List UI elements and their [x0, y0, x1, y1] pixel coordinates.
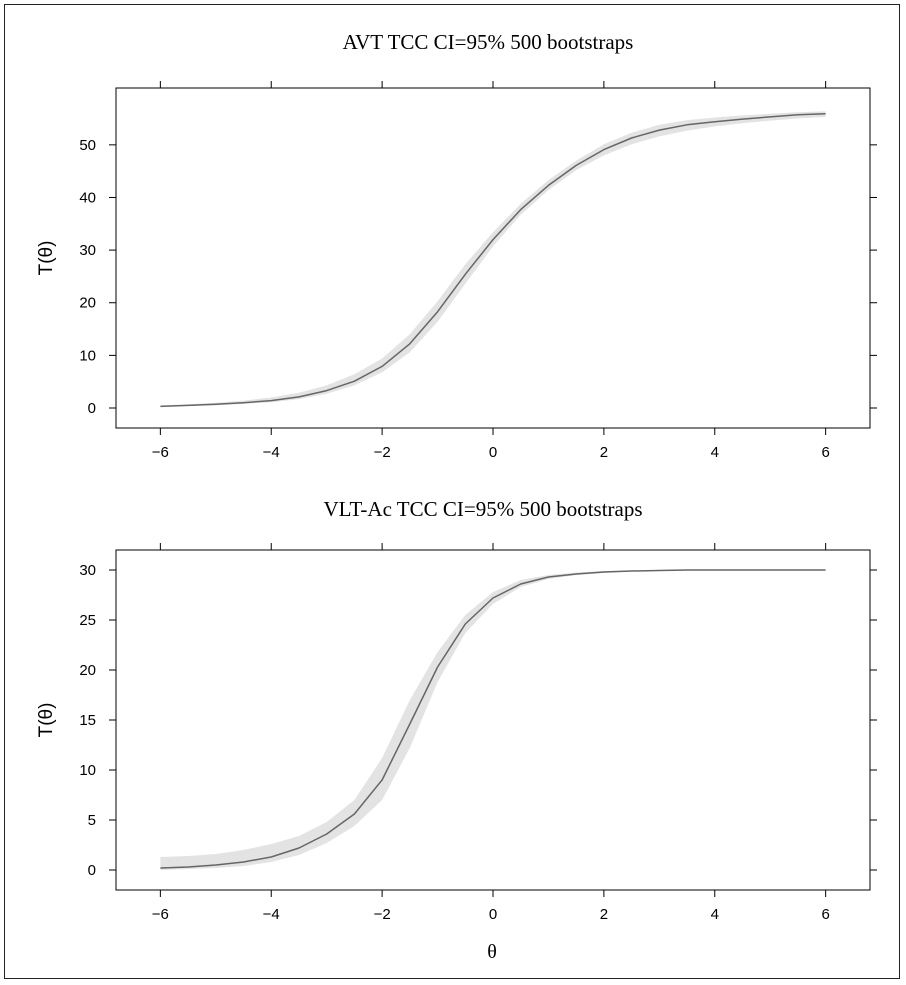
- y-tick-label: 10: [79, 347, 96, 364]
- y-tick-label: 30: [79, 562, 96, 579]
- y-tick-label: 50: [79, 137, 96, 154]
- y-axis-label: T(θ): [36, 703, 57, 738]
- x-tick-label: 4: [711, 906, 719, 923]
- x-tick-label: 6: [821, 444, 829, 461]
- x-tick-label: −6: [152, 444, 169, 461]
- y-tick-label: 20: [79, 662, 96, 679]
- y-tick-label: 0: [88, 862, 96, 879]
- x-tick-label: −2: [374, 444, 391, 461]
- figure-frame: [4, 4, 900, 979]
- x-tick-label: −4: [263, 444, 280, 461]
- x-axis-label: θ: [487, 941, 497, 963]
- chart-title: VLT-Ac TCC CI=95% 500 bootstraps: [323, 497, 642, 521]
- tcc-line: [160, 113, 826, 408]
- x-tick-label: 0: [489, 906, 497, 923]
- x-tick-label: 2: [600, 906, 608, 923]
- y-tick-label: 15: [79, 712, 96, 729]
- y-tick-label: 0: [88, 400, 96, 417]
- ci-band: [160, 111, 826, 407]
- x-tick-label: −4: [263, 906, 280, 923]
- x-tick-label: 0: [489, 444, 497, 461]
- y-tick-label: 30: [79, 242, 96, 259]
- x-tick-label: −2: [374, 906, 391, 923]
- y-tick-label: 20: [79, 295, 96, 312]
- panel-avt: AVT TCC CI=95% 500 bootstraps T(θ) −6 −4 −…: [36, 30, 877, 461]
- y-axis-label: T(θ): [36, 241, 57, 276]
- x-tick-label: −6: [152, 906, 169, 923]
- x-tick-label: 6: [821, 906, 829, 923]
- x-tick-label: 2: [600, 444, 608, 461]
- ci-band: [160, 569, 826, 870]
- y-tick-label: 10: [79, 762, 96, 779]
- chart-title: AVT TCC CI=95% 500 bootstraps: [343, 30, 634, 54]
- y-tick-label: 5: [88, 812, 96, 829]
- y-tick-label: 40: [79, 189, 96, 206]
- plot-frame: [115, 87, 871, 429]
- y-tick-label: 25: [79, 612, 96, 629]
- tcc-line: [160, 569, 826, 869]
- panel-vlt-ac: VLT-Ac TCC CI=95% 500 bootstraps T(θ) θ …: [36, 497, 877, 963]
- x-tick-label: 4: [711, 444, 719, 461]
